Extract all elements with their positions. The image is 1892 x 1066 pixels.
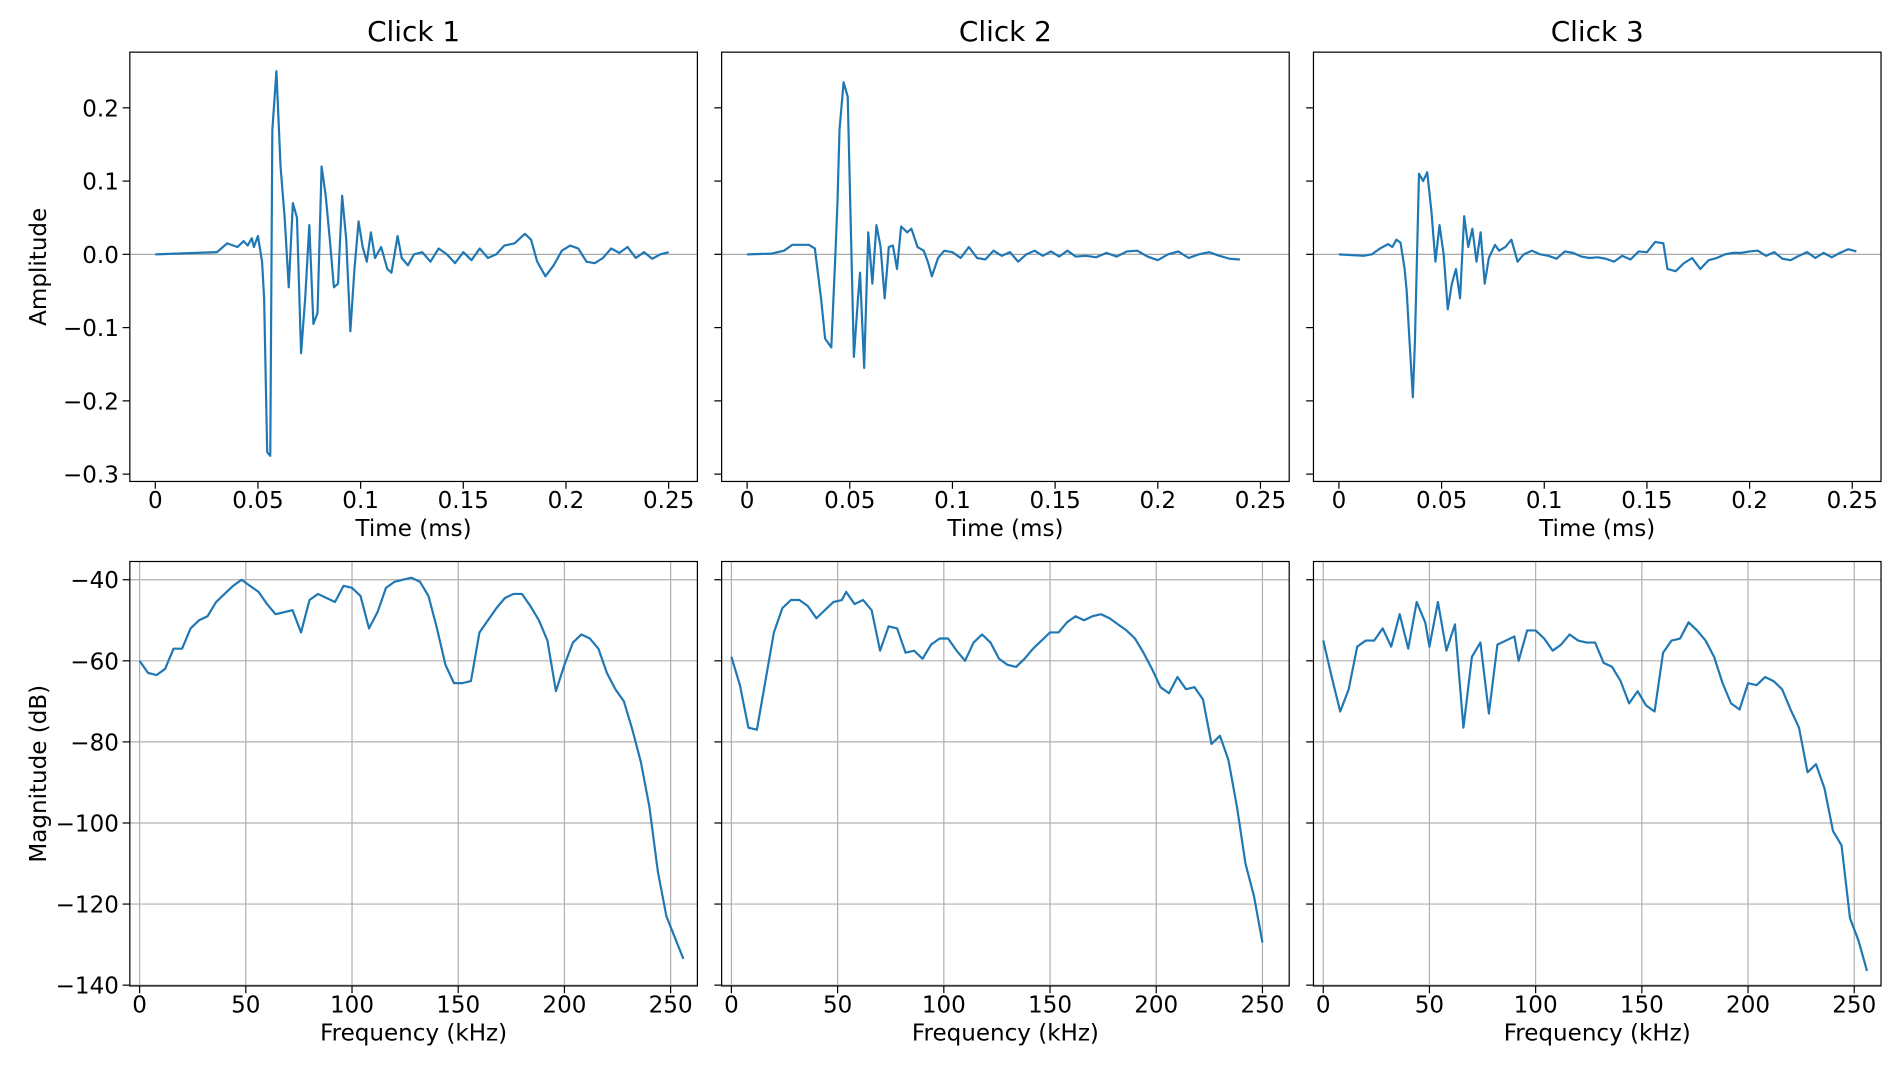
- x-tick-label: 0.15: [438, 488, 489, 514]
- x-tick-label: 250: [1240, 993, 1284, 1019]
- subplot-title: Click 3: [1551, 15, 1644, 48]
- x-tick-label: 100: [330, 993, 374, 1019]
- y-tick-label: −0.1: [63, 316, 119, 342]
- x-tick-label: 0.15: [1621, 488, 1672, 514]
- line: [730, 590, 1264, 943]
- y-axis-label: Magnitude (dB): [26, 685, 52, 863]
- x-axis-label: Frequency (kHz): [912, 1021, 1099, 1047]
- y-tick-label: −100: [56, 811, 119, 837]
- x-axis-label: Time (ms): [946, 516, 1063, 542]
- x-tick-label: 0: [148, 488, 163, 514]
- plot-frame: [1312, 51, 1882, 483]
- x-tick-label: 200: [1134, 993, 1178, 1019]
- plot-frame: [721, 560, 1290, 987]
- x-tick-label: 0: [724, 993, 739, 1019]
- line: [155, 70, 669, 457]
- x-tick-label: 150: [436, 993, 480, 1019]
- x-axis-label: Frequency (kHz): [320, 1021, 507, 1047]
- x-tick-label: 50: [823, 993, 852, 1019]
- plot-frame: [1312, 560, 1882, 987]
- x-tick-label: 200: [1726, 993, 1770, 1019]
- x-tick-label: 0.1: [342, 488, 379, 514]
- x-tick-label: 0.2: [1731, 488, 1768, 514]
- x-tick-label: 150: [1028, 993, 1072, 1019]
- y-tick-label: −40: [70, 568, 119, 594]
- x-tick-label: 0: [1316, 993, 1331, 1019]
- x-tick-label: 0.05: [824, 488, 875, 514]
- y-tick-label: −0.3: [63, 463, 119, 489]
- subplot-title: Click 2: [959, 15, 1052, 48]
- x-tick-label: 50: [1415, 993, 1444, 1019]
- x-tick-label: 100: [922, 993, 966, 1019]
- y-tick-label: 0.1: [82, 170, 119, 196]
- x-tick-label: 0.2: [1139, 488, 1176, 514]
- y-tick-label: −140: [56, 974, 119, 1000]
- x-tick-label: 200: [542, 993, 586, 1019]
- x-tick-label: 0.1: [934, 488, 971, 514]
- x-tick-label: 0: [1332, 488, 1347, 514]
- x-axis-label: Frequency (kHz): [1504, 1021, 1691, 1047]
- plot-frame: [129, 560, 698, 987]
- x-tick-label: 0.25: [643, 488, 694, 514]
- y-tick-label: −80: [70, 730, 119, 756]
- x-tick-label: 250: [1832, 993, 1876, 1019]
- x-tick-label: 50: [231, 993, 260, 1019]
- y-tick-label: −120: [56, 893, 119, 919]
- x-tick-label: 0.05: [232, 488, 283, 514]
- y-tick-label: 0.2: [82, 96, 119, 122]
- x-tick-label: 0.05: [1416, 488, 1467, 514]
- x-axis-label: Time (ms): [1538, 516, 1655, 542]
- line: [1322, 600, 1869, 972]
- subplot-title: Click 1: [367, 15, 460, 48]
- x-tick-label: 0: [132, 993, 147, 1019]
- x-tick-label: 0.15: [1029, 488, 1080, 514]
- line: [1338, 171, 1857, 399]
- x-tick-label: 0.2: [548, 488, 585, 514]
- x-tick-label: 0: [740, 488, 755, 514]
- y-tick-label: −0.2: [63, 389, 119, 415]
- x-tick-label: 0.25: [1235, 488, 1286, 514]
- x-tick-label: 0.25: [1827, 488, 1878, 514]
- y-tick-label: −60: [70, 649, 119, 675]
- x-tick-label: 100: [1514, 993, 1558, 1019]
- plot-frame: [721, 51, 1290, 483]
- y-axis-label: Amplitude: [26, 208, 52, 326]
- x-tick-label: 0.1: [1526, 488, 1563, 514]
- x-tick-label: 250: [649, 993, 693, 1019]
- x-tick-label: 150: [1620, 993, 1664, 1019]
- line: [747, 81, 1240, 370]
- y-tick-label: 0.0: [82, 243, 119, 269]
- plot-frame: [129, 51, 698, 483]
- line: [138, 576, 685, 960]
- x-axis-label: Time (ms): [355, 516, 472, 542]
